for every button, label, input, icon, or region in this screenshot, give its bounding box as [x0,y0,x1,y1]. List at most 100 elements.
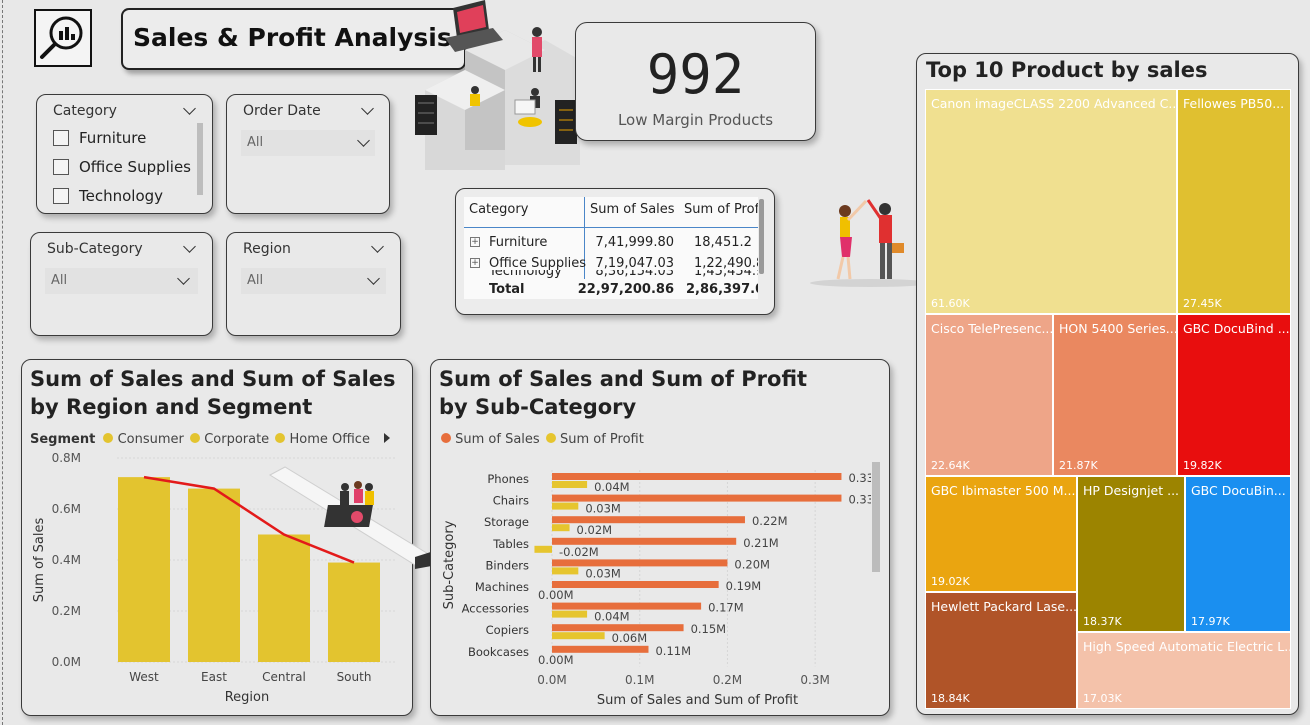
y-tick-label: Bookcases [468,645,529,659]
data-label: 0.19M [726,579,762,593]
data-label: 0.03M [585,502,621,516]
expand-icon[interactable]: + [470,258,480,268]
treemap-tile-label: GBC DocuBin... [1191,483,1286,498]
bar[interactable] [552,481,588,488]
region-chart-title: Sum of Sales and Sum of Sales by Region … [30,367,396,419]
treemap-tile[interactable]: HP Designjet ... 18.37K [1077,476,1185,632]
matrix-total-sales: 22,97,200.86 [577,282,674,297]
data-label: -0.02M [559,545,599,559]
treemap-tile[interactable]: Canon imageCLASS 2200 Advanced C... 61.60… [925,89,1177,314]
treemap-tile[interactable]: High Speed Automatic Electric L... 17.03K [1077,632,1291,709]
data-label: 0.17M [708,601,744,615]
bar[interactable] [118,477,170,662]
treemap-tile[interactable]: HON 5400 Series... 21.87K [1053,314,1177,476]
y-axis-label: Sub-Category [442,520,457,609]
data-label: 0.00M [538,588,574,602]
bar[interactable] [188,488,240,662]
treemap-tile[interactable]: Cisco TelePresenc... 22.64K [925,314,1053,476]
sub-category-dropdown[interactable]: All [45,268,198,294]
matrix-scrollbar[interactable] [759,199,764,274]
treemap-tile-label: HP Designjet ... [1083,483,1180,498]
treemap-tile-label: Fellowes PB50... [1183,96,1285,111]
data-label: 0.15M [691,622,727,636]
data-label: 0.06M [612,631,648,645]
subcategory-chart-scrollbar[interactable] [872,462,880,572]
canvas-left-border [2,0,3,725]
slicer-scrollbar[interactable] [197,123,203,195]
bar[interactable] [258,534,310,663]
matrix-table: Category Sum of Sales Sum of Profi + Fur… [464,197,758,299]
order-date-slicer: Order Date All [226,94,390,214]
region-value: All [247,273,264,288]
analysis-logo-icon [34,9,92,67]
bar[interactable] [552,537,737,545]
legend-next-icon[interactable] [384,433,390,443]
treemap-tile-value: 19.02K [931,575,970,588]
category-slicer: Category Furniture Office Supplies Techn… [36,94,213,214]
treemap-tile[interactable]: Fellowes PB50... 27.45K [1177,89,1291,314]
sub-category-slicer-label: Sub-Category [47,241,143,257]
bar[interactable] [552,567,579,575]
checkbox[interactable] [53,130,69,146]
checkbox[interactable] [53,159,69,175]
bar[interactable] [552,645,649,653]
table-row[interactable]: + Furniture 7,41,999.80 18,451.2 [464,233,758,253]
chevron-down-icon[interactable] [183,240,196,253]
checkbox[interactable] [53,188,69,204]
bar[interactable] [552,473,842,480]
table-row[interactable]: + Office Supplies 7,19,047.03 1,22,490.8 [464,254,758,274]
treemap-tile[interactable]: GBC Ibimaster 500 M... 19.02K [925,476,1077,592]
subcategory-chart-title: Sum of Sales and Sum of Profit by Sub-Ca… [439,367,808,419]
bar[interactable] [328,562,380,662]
y-tick-label: 0.8M [52,451,81,465]
legend-item[interactable]: Sum of Sales [441,432,540,447]
chevron-down-icon[interactable] [183,102,196,115]
bar[interactable] [534,545,552,553]
bar[interactable] [552,581,719,588]
legend-item[interactable]: Corporate [190,432,269,447]
bar[interactable] [552,610,588,618]
chevron-down-icon [177,272,190,285]
bar[interactable] [552,632,605,640]
legend-item-label: Sum of Sales [455,432,540,447]
bar[interactable] [552,624,684,632]
region-slicer: Region All [226,232,401,336]
legend-item[interactable]: Home Office [275,432,370,447]
chevron-down-icon[interactable] [361,102,374,115]
chevron-down-icon[interactable] [371,240,384,253]
treemap-tile-value: 18.84K [931,692,970,705]
matrix-cell-profit: 1,22,490.8 [694,256,758,271]
treemap-tile-label: Cisco TelePresenc... [931,321,1053,336]
bar[interactable] [552,559,728,567]
subcategory-chart-legend: Sum of Sales Sum of Profit [441,432,644,447]
order-date-dropdown[interactable]: All [241,130,375,156]
matrix-header-sales: Sum of Sales [590,202,675,217]
top-products-treemap-card: Top 10 Product by sales Canon imageCLASS… [916,53,1299,715]
category-option-label: Furniture [79,129,147,147]
table-row[interactable]: Technology 8,36,154.03 1,45,454.9 [464,270,758,280]
matrix-cell-sales: 7,19,047.03 [595,256,674,271]
legend-item-label: Sum of Profit [559,432,644,447]
bar[interactable] [552,602,702,610]
y-tick-label: 0.4M [52,553,81,567]
matrix-column-divider [584,197,585,299]
legend-item[interactable]: Sum of Profit [545,432,644,447]
bar[interactable] [552,502,579,510]
region-dropdown[interactable]: All [241,268,386,294]
bar[interactable] [552,516,745,524]
matrix-cell-category: Technology [489,270,562,279]
bar[interactable] [552,524,570,532]
y-tick-label: Copiers [486,623,529,637]
y-tick-label: Accessories [462,602,529,616]
expand-icon[interactable]: + [470,237,480,247]
high-five-illustration [810,195,935,290]
treemap-tile[interactable]: GBC DocuBin... 17.97K [1185,476,1291,632]
treemap-tile[interactable]: Hewlett Packard Lase... 18.84K [925,592,1077,709]
bar[interactable] [552,494,842,502]
treemap-tile-label: High Speed Automatic Electric L... [1083,639,1291,654]
series-line[interactable] [143,475,355,564]
legend-item[interactable]: Consumer [103,432,184,447]
y-tick-label: 0.6M [52,502,81,516]
treemap-tile[interactable]: GBC DocuBind ... 19.82K [1177,314,1291,476]
x-tick-label: 0.0M [537,673,566,687]
